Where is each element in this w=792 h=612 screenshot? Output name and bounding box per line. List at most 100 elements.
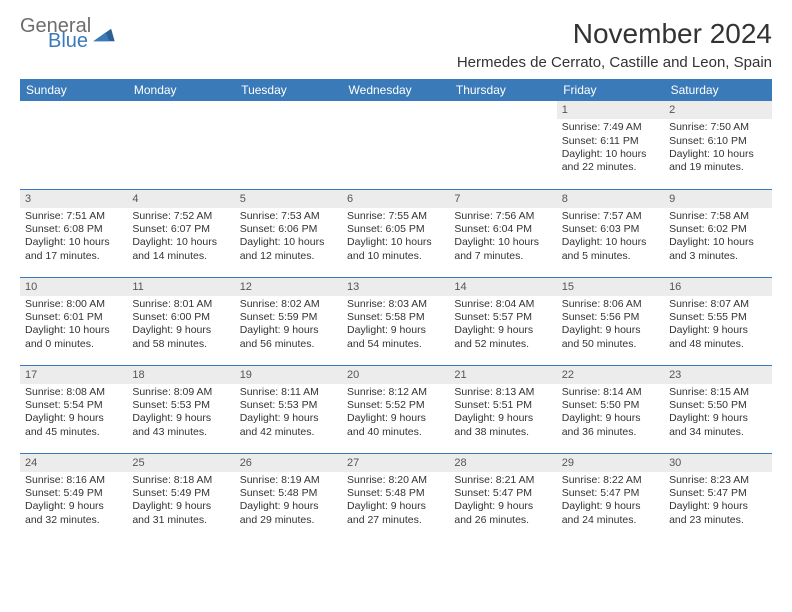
calendar-cell: 27Sunrise: 8:20 AMSunset: 5:48 PMDayligh… bbox=[342, 453, 449, 541]
day-number: 5 bbox=[235, 190, 342, 208]
sunset-text: Sunset: 6:00 PM bbox=[132, 311, 229, 324]
daylight-text: Daylight: 10 hours and 17 minutes. bbox=[25, 236, 122, 263]
sunset-text: Sunset: 6:02 PM bbox=[669, 223, 766, 236]
sunrise-text: Sunrise: 8:04 AM bbox=[454, 298, 551, 311]
logo-word-blue: Blue bbox=[48, 33, 91, 50]
sunset-text: Sunset: 5:57 PM bbox=[454, 311, 551, 324]
sunrise-text: Sunrise: 8:02 AM bbox=[240, 298, 337, 311]
calendar-cell: 17Sunrise: 8:08 AMSunset: 5:54 PMDayligh… bbox=[20, 365, 127, 453]
day-number: 20 bbox=[342, 366, 449, 384]
daylight-text: Daylight: 9 hours and 26 minutes. bbox=[454, 500, 551, 527]
daylight-text: Daylight: 9 hours and 38 minutes. bbox=[454, 412, 551, 439]
day-info: Sunrise: 8:15 AMSunset: 5:50 PMDaylight:… bbox=[669, 386, 766, 440]
calendar-cell: 5 Sunrise: 7:53 AMSunset: 6:06 PMDaylight… bbox=[235, 189, 342, 277]
calendar-header-row: SundayMondayTuesdayWednesdayThursdayFrid… bbox=[20, 79, 772, 101]
day-info: Sunrise: 8:13 AMSunset: 5:51 PMDaylight:… bbox=[454, 386, 551, 440]
sunrise-text: Sunrise: 8:03 AM bbox=[347, 298, 444, 311]
sunset-text: Sunset: 6:05 PM bbox=[347, 223, 444, 236]
day-header: Saturday bbox=[664, 79, 771, 101]
day-number: 21 bbox=[449, 366, 556, 384]
daylight-text: Daylight: 9 hours and 58 minutes. bbox=[132, 324, 229, 351]
calendar-cell: 18Sunrise: 8:09 AMSunset: 5:53 PMDayligh… bbox=[127, 365, 234, 453]
daylight-text: Daylight: 9 hours and 50 minutes. bbox=[562, 324, 659, 351]
sunrise-text: Sunrise: 7:49 AM bbox=[562, 121, 659, 134]
sunset-text: Sunset: 6:10 PM bbox=[669, 135, 766, 148]
sunset-text: Sunset: 5:48 PM bbox=[240, 487, 337, 500]
sunrise-text: Sunrise: 8:11 AM bbox=[240, 386, 337, 399]
daylight-text: Daylight: 9 hours and 42 minutes. bbox=[240, 412, 337, 439]
calendar-row: 1Sunrise: 7:49 AMSunset: 6:11 PMDaylight… bbox=[20, 101, 772, 189]
sunset-text: Sunset: 6:04 PM bbox=[454, 223, 551, 236]
day-info: Sunrise: 8:00 AMSunset: 6:01 PMDaylight:… bbox=[25, 298, 122, 352]
daylight-text: Daylight: 9 hours and 31 minutes. bbox=[132, 500, 229, 527]
sunset-text: Sunset: 5:48 PM bbox=[347, 487, 444, 500]
calendar-cell bbox=[235, 101, 342, 189]
calendar-cell: 30Sunrise: 8:23 AMSunset: 5:47 PMDayligh… bbox=[664, 453, 771, 541]
sunset-text: Sunset: 6:06 PM bbox=[240, 223, 337, 236]
day-info: Sunrise: 8:21 AMSunset: 5:47 PMDaylight:… bbox=[454, 474, 551, 528]
day-number: 6 bbox=[342, 190, 449, 208]
day-number: 12 bbox=[235, 278, 342, 296]
calendar-cell bbox=[20, 101, 127, 189]
calendar-cell: 4Sunrise: 7:52 AMSunset: 6:07 PMDaylight… bbox=[127, 189, 234, 277]
day-number: 25 bbox=[127, 454, 234, 472]
month-title: November 2024 bbox=[457, 18, 772, 50]
calendar-cell: 1Sunrise: 7:49 AMSunset: 6:11 PMDaylight… bbox=[557, 101, 664, 189]
calendar-row: 24Sunrise: 8:16 AMSunset: 5:49 PMDayligh… bbox=[20, 453, 772, 541]
calendar-row: 10Sunrise: 8:00 AMSunset: 6:01 PMDayligh… bbox=[20, 277, 772, 365]
daylight-text: Daylight: 10 hours and 3 minutes. bbox=[669, 236, 766, 263]
day-number: 2 bbox=[664, 101, 771, 119]
calendar-cell: 11Sunrise: 8:01 AMSunset: 6:00 PMDayligh… bbox=[127, 277, 234, 365]
calendar-cell: 12Sunrise: 8:02 AMSunset: 5:59 PMDayligh… bbox=[235, 277, 342, 365]
day-number: 22 bbox=[557, 366, 664, 384]
calendar-cell bbox=[449, 101, 556, 189]
day-number: 3 bbox=[20, 190, 127, 208]
daylight-text: Daylight: 9 hours and 29 minutes. bbox=[240, 500, 337, 527]
sunset-text: Sunset: 5:50 PM bbox=[562, 399, 659, 412]
header: General Blue November 2024 Hermedes de C… bbox=[20, 18, 772, 71]
day-header: Tuesday bbox=[235, 79, 342, 101]
title-block: November 2024 Hermedes de Cerrato, Casti… bbox=[457, 18, 772, 71]
calendar-cell: 23Sunrise: 8:15 AMSunset: 5:50 PMDayligh… bbox=[664, 365, 771, 453]
day-number bbox=[20, 101, 127, 119]
sunset-text: Sunset: 5:53 PM bbox=[132, 399, 229, 412]
sunset-text: Sunset: 5:47 PM bbox=[562, 487, 659, 500]
day-info: Sunrise: 8:03 AMSunset: 5:58 PMDaylight:… bbox=[347, 298, 444, 352]
day-info: Sunrise: 8:08 AMSunset: 5:54 PMDaylight:… bbox=[25, 386, 122, 440]
calendar-cell: 29Sunrise: 8:22 AMSunset: 5:47 PMDayligh… bbox=[557, 453, 664, 541]
sunrise-text: Sunrise: 8:18 AM bbox=[132, 474, 229, 487]
daylight-text: Daylight: 9 hours and 34 minutes. bbox=[669, 412, 766, 439]
sunrise-text: Sunrise: 8:16 AM bbox=[25, 474, 122, 487]
daylight-text: Daylight: 9 hours and 23 minutes. bbox=[669, 500, 766, 527]
sunset-text: Sunset: 5:55 PM bbox=[669, 311, 766, 324]
day-number: 28 bbox=[449, 454, 556, 472]
calendar-cell: 7Sunrise: 7:56 AMSunset: 6:04 PMDaylight… bbox=[449, 189, 556, 277]
sunrise-text: Sunrise: 8:15 AM bbox=[669, 386, 766, 399]
sunrise-text: Sunrise: 8:00 AM bbox=[25, 298, 122, 311]
day-info: Sunrise: 8:16 AMSunset: 5:49 PMDaylight:… bbox=[25, 474, 122, 528]
day-info: Sunrise: 7:53 AMSunset: 6:06 PMDaylight:… bbox=[240, 210, 337, 264]
day-info: Sunrise: 8:20 AMSunset: 5:48 PMDaylight:… bbox=[347, 474, 444, 528]
day-number: 11 bbox=[127, 278, 234, 296]
day-info: Sunrise: 7:55 AMSunset: 6:05 PMDaylight:… bbox=[347, 210, 444, 264]
daylight-text: Daylight: 10 hours and 0 minutes. bbox=[25, 324, 122, 351]
sunrise-text: Sunrise: 7:57 AM bbox=[562, 210, 659, 223]
sunset-text: Sunset: 6:01 PM bbox=[25, 311, 122, 324]
day-number bbox=[235, 101, 342, 119]
day-number: 19 bbox=[235, 366, 342, 384]
day-info: Sunrise: 7:56 AMSunset: 6:04 PMDaylight:… bbox=[454, 210, 551, 264]
sunset-text: Sunset: 5:52 PM bbox=[347, 399, 444, 412]
calendar-cell: 9Sunrise: 7:58 AMSunset: 6:02 PMDaylight… bbox=[664, 189, 771, 277]
logo-text: General Blue bbox=[20, 18, 91, 50]
sunrise-text: Sunrise: 7:53 AM bbox=[240, 210, 337, 223]
daylight-text: Daylight: 9 hours and 40 minutes. bbox=[347, 412, 444, 439]
sunset-text: Sunset: 6:07 PM bbox=[132, 223, 229, 236]
calendar-cell: 19Sunrise: 8:11 AMSunset: 5:53 PMDayligh… bbox=[235, 365, 342, 453]
calendar-cell: 28 Sunrise: 8:21 AMSunset: 5:47 PMDayligh… bbox=[449, 453, 556, 541]
daylight-text: Daylight: 10 hours and 19 minutes. bbox=[669, 148, 766, 175]
calendar-cell: 15Sunrise: 8:06 AMSunset: 5:56 PMDayligh… bbox=[557, 277, 664, 365]
day-header: Thursday bbox=[449, 79, 556, 101]
sunrise-text: Sunrise: 8:23 AM bbox=[669, 474, 766, 487]
daylight-text: Daylight: 10 hours and 12 minutes. bbox=[240, 236, 337, 263]
sunrise-text: Sunrise: 8:07 AM bbox=[669, 298, 766, 311]
